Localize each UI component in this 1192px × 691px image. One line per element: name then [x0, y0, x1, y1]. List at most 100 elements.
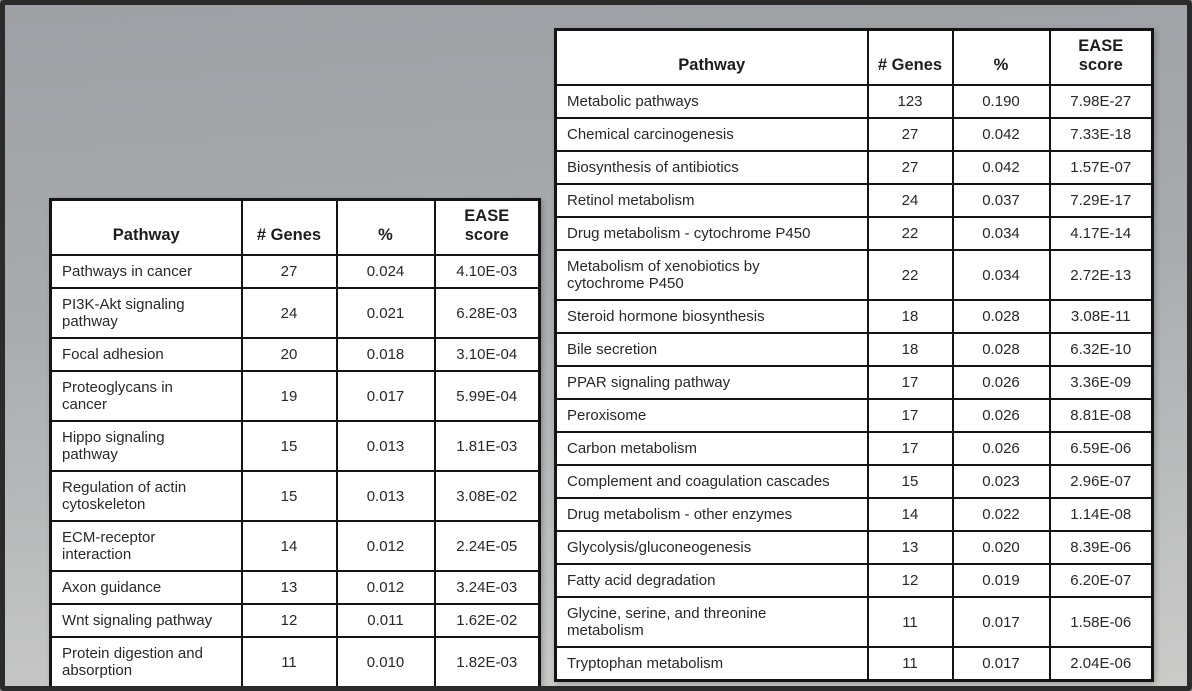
table-row: Regulation of actin cytoskeleton 15 0.013 3… — [49, 470, 541, 522]
value-cell: 17 — [866, 431, 954, 466]
table-row: Biosynthesis of antibiotics 27 0.042 1.57E-… — [554, 150, 1154, 185]
value-cell: 27 — [866, 117, 954, 152]
table-row: Retinol metabolism 24 0.037 7.29E-17 — [554, 183, 1154, 218]
table-body: Pathways in cancer 27 0.024 4.10E-03 PI3K-Ak… — [49, 254, 541, 686]
value-cell: 123 — [866, 84, 954, 119]
value-cell: 13 — [240, 570, 338, 605]
value-cell: 3.10E-04 — [433, 337, 541, 372]
pathway-cell: Hippo signaling pathway — [49, 420, 243, 472]
header-percent: % — [951, 28, 1051, 86]
value-cell: 0.037 — [951, 183, 1051, 218]
value-cell: 11 — [240, 636, 338, 686]
value-cell: 4.17E-14 — [1048, 216, 1154, 251]
value-cell: 18 — [866, 299, 954, 334]
pathway-cell: Glycine, serine, and threonine metabolis… — [554, 596, 869, 648]
value-cell: 0.017 — [951, 646, 1051, 682]
table-row: Hippo signaling pathway 15 0.013 1.81E-03 — [49, 420, 541, 472]
value-cell: 1.82E-03 — [433, 636, 541, 686]
table-row: Wnt signaling pathway 12 0.011 1.62E-02 — [49, 603, 541, 638]
table-row: Bile secretion 18 0.028 6.32E-10 — [554, 332, 1154, 367]
table-row: Axon guidance 13 0.012 3.24E-03 — [49, 570, 541, 605]
pathway-cell: Wnt signaling pathway — [49, 603, 243, 638]
value-cell: 3.08E-11 — [1048, 299, 1154, 334]
table-row: PPAR signaling pathway 17 0.026 3.36E-09 — [554, 365, 1154, 400]
value-cell: 12 — [866, 563, 954, 598]
pathway-cell: Fatty acid degradation — [554, 563, 869, 598]
value-cell: 3.36E-09 — [1048, 365, 1154, 400]
value-cell: 0.042 — [951, 150, 1051, 185]
value-cell: 2.96E-07 — [1048, 464, 1154, 499]
table-row: Peroxisome 17 0.026 8.81E-08 — [554, 398, 1154, 433]
pathway-cell: ECM-receptor interaction — [49, 520, 243, 572]
pathway-cell: Metabolic pathways — [554, 84, 869, 119]
header-pathway: Pathway — [554, 28, 869, 86]
value-cell: 1.62E-02 — [433, 603, 541, 638]
value-cell: 0.022 — [951, 497, 1051, 532]
value-cell: 0.012 — [335, 570, 436, 605]
table-body: Metabolic pathways 123 0.190 7.98E-27 Chemic… — [554, 84, 1154, 682]
value-cell: 18 — [866, 332, 954, 367]
table-row: Metabolic pathways 123 0.190 7.98E-27 — [554, 84, 1154, 119]
value-cell: 22 — [866, 216, 954, 251]
pathway-cell: Bile secretion — [554, 332, 869, 367]
pathway-cell: Proteoglycans in cancer — [49, 370, 243, 422]
table-row: Glycolysis/gluconeogenesis 13 0.020 8.39E-0… — [554, 530, 1154, 565]
table-row: Fatty acid degradation 12 0.019 6.20E-07 — [554, 563, 1154, 598]
value-cell: 0.028 — [951, 332, 1051, 367]
value-cell: 4.10E-03 — [433, 254, 541, 289]
value-cell: 2.24E-05 — [433, 520, 541, 572]
value-cell: 0.017 — [335, 370, 436, 422]
value-cell: 6.20E-07 — [1048, 563, 1154, 598]
table-row: PI3K-Akt signaling pathway 24 0.021 6.28E-0… — [49, 287, 541, 339]
pathway-cell: Regulation of actin cytoskeleton — [49, 470, 243, 522]
value-cell: 0.042 — [951, 117, 1051, 152]
table-row: Carbon metabolism 17 0.026 6.59E-06 — [554, 431, 1154, 466]
value-cell: 1.58E-06 — [1048, 596, 1154, 648]
pathway-cell: Biosynthesis of antibiotics — [554, 150, 869, 185]
table-row: Pathways in cancer 27 0.024 4.10E-03 — [49, 254, 541, 289]
value-cell: 0.021 — [335, 287, 436, 339]
value-cell: 7.33E-18 — [1048, 117, 1154, 152]
value-cell: 0.026 — [951, 365, 1051, 400]
value-cell: 0.012 — [335, 520, 436, 572]
value-cell: 5.99E-04 — [433, 370, 541, 422]
value-cell: 2.72E-13 — [1048, 249, 1154, 301]
pathway-cell: Axon guidance — [49, 570, 243, 605]
header-num-genes: # Genes — [240, 198, 338, 256]
value-cell: 0.034 — [951, 216, 1051, 251]
pathway-cell: PI3K-Akt signaling pathway — [49, 287, 243, 339]
value-cell: 7.98E-27 — [1048, 84, 1154, 119]
pathway-cell: Protein digestion and absorption — [49, 636, 243, 686]
value-cell: 0.018 — [335, 337, 436, 372]
header-row: Pathway # Genes % EASE score — [49, 198, 541, 256]
value-cell: 12 — [240, 603, 338, 638]
value-cell: 1.81E-03 — [433, 420, 541, 472]
value-cell: 7.29E-17 — [1048, 183, 1154, 218]
value-cell: 1.14E-08 — [1048, 497, 1154, 532]
value-cell: 22 — [866, 249, 954, 301]
pathway-cell: Peroxisome — [554, 398, 869, 433]
table-row: Protein digestion and absorption 11 0.010 1… — [49, 636, 541, 686]
table-row: ECM-receptor interaction 14 0.012 2.24E-05 — [49, 520, 541, 572]
pathway-cell: Tryptophan metabolism — [554, 646, 869, 682]
value-cell: 2.04E-06 — [1048, 646, 1154, 682]
value-cell: 0.013 — [335, 470, 436, 522]
header-ease-score: EASE score — [433, 198, 541, 256]
signaling-cancer-pathway-table: Pathway # Genes % EASE score Pathways in… — [49, 198, 541, 686]
pathway-cell: Metabolism of xenobiotics by cytochrome … — [554, 249, 869, 301]
pathway-cell: Complement and coagulation cascades — [554, 464, 869, 499]
value-cell: 0.026 — [951, 398, 1051, 433]
value-cell: 6.28E-03 — [433, 287, 541, 339]
value-cell: 8.81E-08 — [1048, 398, 1154, 433]
pathway-cell: Drug metabolism - cytochrome P450 — [554, 216, 869, 251]
value-cell: 6.32E-10 — [1048, 332, 1154, 367]
pathway-cell: Glycolysis/gluconeogenesis — [554, 530, 869, 565]
table-row: Glycine, serine, and threonine metabolis… — [554, 596, 1154, 648]
value-cell: 0.190 — [951, 84, 1051, 119]
pathway-cell: Chemical carcinogenesis — [554, 117, 869, 152]
header-num-genes: # Genes — [866, 28, 954, 86]
value-cell: 0.024 — [335, 254, 436, 289]
value-cell: 0.013 — [335, 420, 436, 472]
header-ease-score: EASE score — [1048, 28, 1154, 86]
table-row: Drug metabolism - cytochrome P450 22 0.034… — [554, 216, 1154, 251]
